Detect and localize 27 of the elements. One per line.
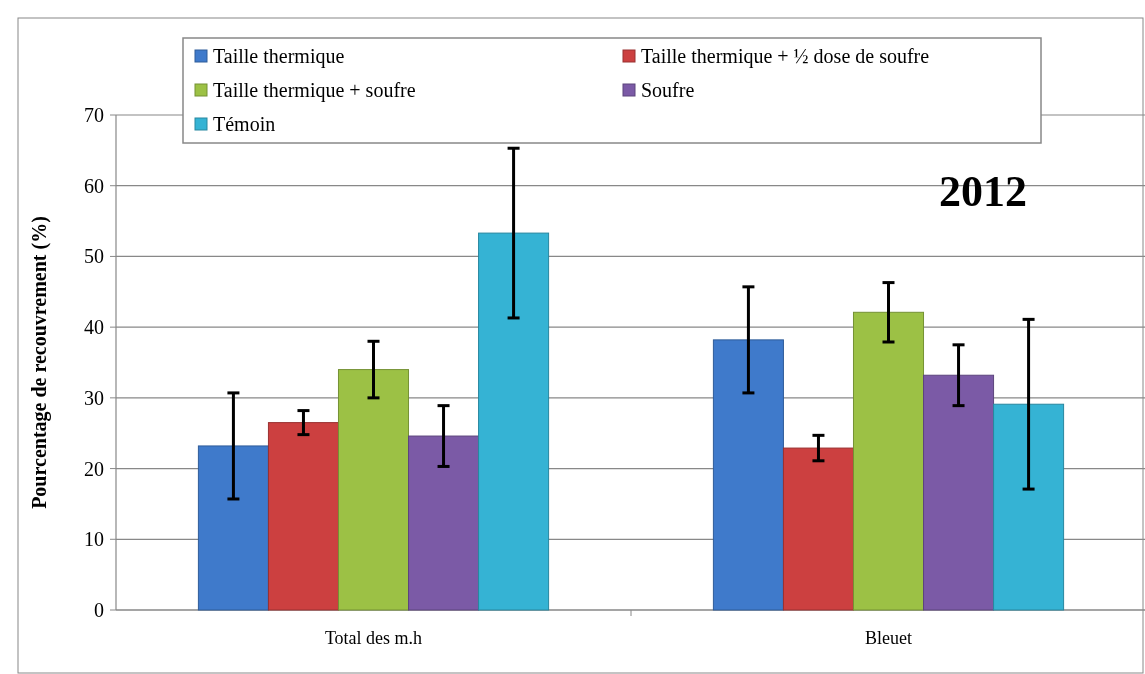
bar <box>993 403 1065 611</box>
y-tick-label: 30 <box>84 386 104 409</box>
bar <box>267 422 339 611</box>
legend-label: Témoin <box>213 113 276 135</box>
legend-label: Taille thermique + ½ dose de soufre <box>641 45 930 68</box>
x-tick-label: Total des m.h <box>324 628 423 648</box>
y-axis-title: Pourcentage de recouvrement (%) <box>28 216 51 509</box>
y-tick-label: 50 <box>84 245 104 268</box>
y-tick-label: 10 <box>84 528 104 551</box>
y-tick-label: 20 <box>84 457 104 480</box>
y-tick-label: 70 <box>84 104 104 126</box>
legend-label: Taille thermique + soufre <box>213 79 416 102</box>
legend-label: Taille thermique <box>213 45 345 68</box>
bar <box>852 311 925 611</box>
y-tick-label: 60 <box>84 174 104 197</box>
bar <box>478 232 550 611</box>
bar <box>923 374 995 611</box>
x-tick-label: Bleuet <box>865 628 912 648</box>
legend-label: Soufre <box>641 79 695 101</box>
bar <box>197 445 269 611</box>
y-tick-label: 0 <box>94 599 104 621</box>
bar <box>408 435 480 611</box>
bar <box>337 369 410 611</box>
bar <box>782 447 854 611</box>
y-tick-label: 40 <box>84 316 104 339</box>
text: 2012 <box>939 167 1027 216</box>
bar <box>712 339 784 611</box>
